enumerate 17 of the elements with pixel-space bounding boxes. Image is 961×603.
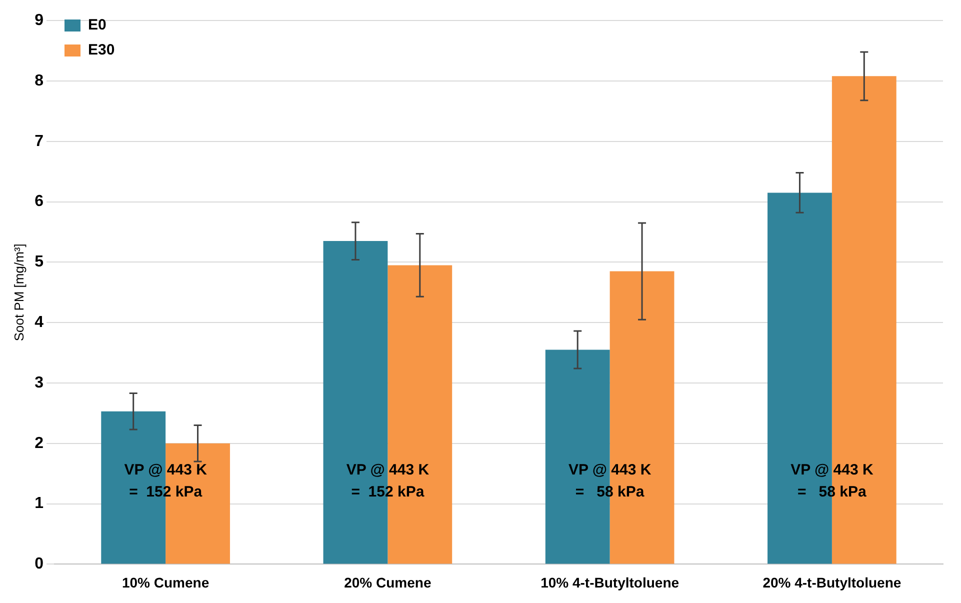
y-axis-title: Soot PM [mg/m³] xyxy=(11,244,26,342)
y-tick-label: 7 xyxy=(34,132,44,150)
y-tick-label: 3 xyxy=(34,374,44,392)
x-tick-label: 20% 4-t-Butyltoluene xyxy=(762,574,902,590)
y-tick-label: 8 xyxy=(34,72,44,90)
y-tick-label: 0 xyxy=(34,556,44,573)
legend-label: E30 xyxy=(88,42,115,59)
y-tick-label: 1 xyxy=(34,495,44,512)
y-tick-label: 2 xyxy=(34,434,44,452)
y-tick-label: 9 xyxy=(34,12,44,30)
y-tick-label: 5 xyxy=(34,254,44,271)
x-tick-label: 20% Cumene xyxy=(344,574,432,590)
x-tick-label: 10% 4-t-Butyltoluene xyxy=(540,574,680,590)
legend-label: E0 xyxy=(88,16,106,34)
y-tick-label: 6 xyxy=(34,193,44,210)
x-tick-label: 10% Cumene xyxy=(122,574,210,590)
y-tick-label: 4 xyxy=(34,314,44,332)
